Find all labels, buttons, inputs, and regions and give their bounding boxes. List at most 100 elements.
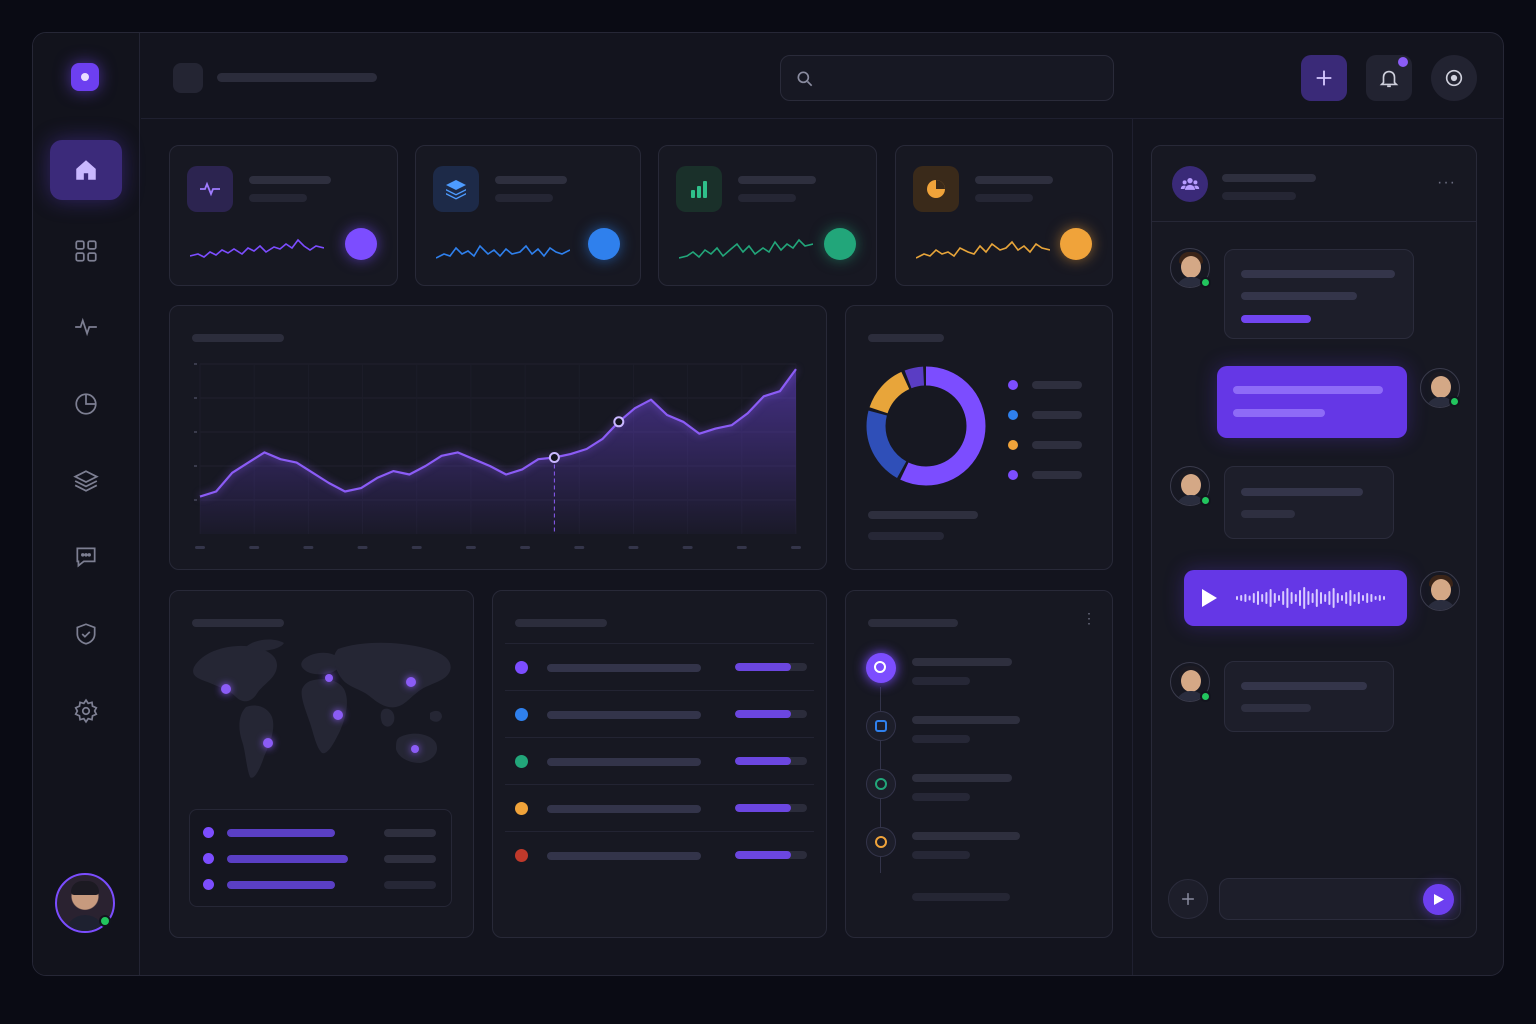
stat-card-share[interactable] <box>895 145 1113 286</box>
y-tick <box>194 363 197 365</box>
map-legend-value <box>384 881 436 889</box>
list-item[interactable] <box>505 784 814 831</box>
stat-subtitle-placeholder <box>738 194 796 202</box>
sparkline <box>916 240 1050 259</box>
donut-chart[interactable] <box>866 366 986 486</box>
legend-item <box>1008 439 1098 451</box>
message-icon <box>76 547 96 568</box>
sidebar-item-grid[interactable] <box>50 221 122 281</box>
chart-title-placeholder <box>192 334 284 342</box>
app-logo[interactable] <box>71 63 99 91</box>
list-item[interactable] <box>505 737 814 784</box>
timeline-item[interactable] <box>866 827 1096 867</box>
stat-subtitle-placeholder <box>495 194 553 202</box>
list-item[interactable] <box>505 690 814 737</box>
avatar <box>1170 248 1210 288</box>
waveform-bar <box>1240 595 1243 601</box>
pie-chart-icon <box>927 180 945 198</box>
status-dot <box>515 708 528 721</box>
sidebar-item-home[interactable] <box>50 140 122 200</box>
pie-chart-icon <box>75 393 97 415</box>
area-chart-card <box>169 305 827 570</box>
waveform-bar <box>1236 596 1238 600</box>
map-legend-value <box>384 829 436 837</box>
message-input[interactable] <box>1219 878 1461 920</box>
more-options-icon[interactable]: ··· <box>1437 174 1456 191</box>
send-button[interactable] <box>1423 884 1454 915</box>
progress-bar <box>735 851 807 859</box>
area-chart[interactable] <box>188 356 810 556</box>
waveform-bar <box>1362 595 1364 601</box>
x-tick <box>303 546 314 549</box>
plus-icon <box>1316 70 1332 86</box>
world-map[interactable] <box>184 637 460 793</box>
stat-status-dot <box>588 228 620 260</box>
sidebar-item-reports[interactable] <box>50 374 122 434</box>
chart-icon <box>866 827 896 857</box>
waveform-bar <box>1353 594 1356 602</box>
waveform-bar <box>1307 591 1310 605</box>
donut-chart-card <box>845 305 1113 570</box>
waveform-bar <box>1303 587 1306 609</box>
target-icon <box>1445 69 1463 87</box>
stat-card-growth[interactable] <box>658 145 877 286</box>
sidebar-item-settings[interactable] <box>50 681 122 741</box>
stat-card-activity[interactable] <box>169 145 398 286</box>
notifications-button[interactable] <box>1366 55 1412 101</box>
waveform-bar <box>1244 594 1247 602</box>
pulse-icon <box>200 181 220 197</box>
sidebar-item-security[interactable] <box>50 604 122 664</box>
list-item[interactable] <box>505 643 814 690</box>
add-button[interactable] <box>1301 55 1347 101</box>
attach-button[interactable] <box>1168 879 1208 919</box>
x-tick <box>791 546 801 549</box>
sidebar-item-messages[interactable] <box>50 527 122 587</box>
timeline-item[interactable] <box>866 653 1096 693</box>
grid-icon <box>75 240 97 262</box>
y-tick <box>194 499 197 501</box>
timeline-item[interactable] <box>866 769 1096 809</box>
status-button[interactable] <box>1431 55 1477 101</box>
list-item-label-placeholder <box>547 805 701 813</box>
waveform-bar <box>1315 589 1318 607</box>
x-tick <box>682 546 693 549</box>
settings-icon <box>74 698 98 724</box>
plus-icon <box>1182 893 1194 905</box>
data-point[interactable] <box>548 452 560 463</box>
panel-divider <box>1132 119 1133 975</box>
waveform-bar <box>1345 592 1348 604</box>
timeline-footer-placeholder <box>912 893 1010 901</box>
sidebar-item-activity[interactable] <box>50 297 122 357</box>
map-legend-bar <box>227 881 335 889</box>
waveform-bar <box>1357 592 1360 604</box>
waveform-bar <box>1366 593 1369 603</box>
play-icon[interactable] <box>1200 588 1218 608</box>
box-icon <box>866 711 896 741</box>
donut-segment[interactable] <box>866 366 986 486</box>
legend-item <box>1008 469 1098 481</box>
pie-icon <box>866 769 896 799</box>
stat-card-icon <box>676 166 722 212</box>
list-item[interactable] <box>505 831 814 878</box>
sidebar-item-layers[interactable] <box>50 451 122 511</box>
y-tick <box>194 465 197 467</box>
kebab-menu-icon[interactable]: ⋮ <box>1082 610 1096 626</box>
waveform-bar <box>1349 590 1352 606</box>
top-bar <box>141 33 1503 119</box>
data-point[interactable] <box>613 416 625 428</box>
donut-segment[interactable] <box>866 366 986 486</box>
chat-group-avatar[interactable] <box>1172 166 1208 202</box>
timeline-item[interactable] <box>866 711 1096 751</box>
waveform-bar <box>1269 589 1272 607</box>
search-input[interactable] <box>780 55 1114 101</box>
layers-icon <box>446 180 466 200</box>
stat-subtitle-placeholder <box>249 194 307 202</box>
status-dot <box>515 802 528 815</box>
stat-card-layers[interactable] <box>415 145 641 286</box>
waveform-bar <box>1332 588 1335 608</box>
avatar <box>1420 368 1460 408</box>
users-icon <box>1180 178 1200 190</box>
y-tick <box>194 397 197 399</box>
voice-message[interactable] <box>1184 570 1407 626</box>
map-legend <box>189 809 452 907</box>
